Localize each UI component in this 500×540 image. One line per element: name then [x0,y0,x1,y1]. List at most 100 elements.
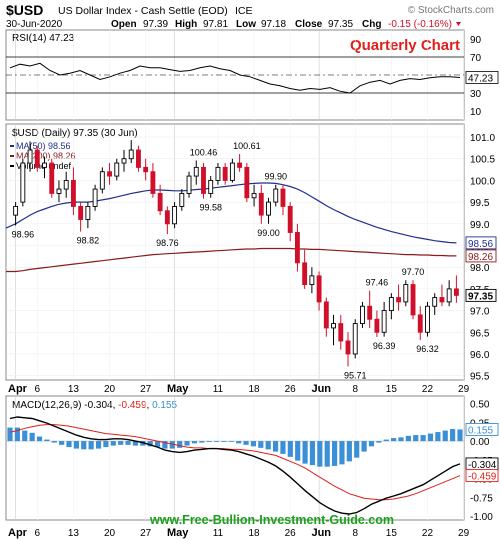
candle [453,275,459,303]
candle-body [425,305,430,333]
macd-marker-box [465,422,499,436]
x-tick-label: 6 [35,384,41,395]
candle-body [352,323,358,355]
candle [27,141,33,172]
macd-marker-value: 0.155 [468,425,493,436]
candle-body [453,288,459,296]
macd-hist-bar [169,441,175,449]
candle [208,176,214,198]
candle [136,145,141,172]
candle [193,160,199,185]
candle-body [410,284,416,316]
price-marker-box [465,288,497,302]
rsi-current-value: 47.23 [468,73,493,84]
x-tick-label: 18 [249,384,261,395]
macd-hist-bar [450,429,456,442]
candle [294,223,300,272]
macd-hist-bar [22,430,28,442]
candle-body [121,158,127,164]
candle-body [70,179,76,207]
macd-tick-label: -1.00 [470,512,493,523]
candle-body [280,188,286,207]
candle [403,280,409,307]
price-data-label: 99.90 [264,172,287,182]
x-tick-label: May [167,527,189,539]
price-marker-value: 98.56 [468,239,493,250]
candle-body [128,149,134,160]
price-tick-label: 100.5 [470,155,495,166]
candle [352,319,358,359]
candle [128,140,134,164]
macd-hist-bar [191,441,198,444]
macd-hist-bar [162,441,168,449]
close-value: 97.35 [328,19,353,30]
candle [432,293,438,315]
legend-label: MA(200) 98.26 [16,151,76,161]
candle [345,332,351,367]
macd-hist-bar [361,441,367,452]
instrument-name: US Dollar Index - Cash Settle (EOD) [58,5,228,17]
open-value: 97.39 [143,19,168,30]
candle [251,184,257,207]
legend-label: MA(50) 98.56 [16,141,71,151]
macd-hist-bar [154,441,161,448]
x-tick-label: 13 [68,384,80,395]
candle [331,314,336,346]
macd-hist-bar [73,441,79,449]
candle [338,314,344,350]
macd-line [9,416,461,515]
price-marker-value: 98.26 [468,252,493,263]
x-tick-label: Apr [8,527,28,539]
low-label: Low [236,19,256,30]
price-tick-label: 97.0 [470,307,490,318]
candle-body [374,318,380,333]
candle-body [287,205,293,233]
watermark: www.Free-Bullion-Investment-Guide.com [149,513,394,527]
candle [78,202,84,232]
price-data-label: 99.00 [257,228,280,238]
high-label: High [175,19,197,30]
candle-body [309,275,315,285]
candle [85,202,91,229]
macd-hist-bar [103,441,109,448]
x-tick-label: 11 [213,528,224,539]
candle-body [323,301,329,329]
candle [150,163,156,198]
candle [164,206,170,235]
candle [367,290,373,328]
candle-body [446,288,452,303]
macd-title-macd: -0.304 [84,400,113,411]
macd-marker-value: -0.304 [468,460,497,471]
macd-hist-bar [243,441,249,445]
candle [237,153,243,172]
candle-body [258,192,264,216]
x-tick-label: 27 [140,384,152,395]
candle-body [215,166,221,181]
macd-hist-bar [346,441,352,462]
candle-body [244,166,250,199]
candle-body [193,166,199,177]
macd-hist-bar [14,427,20,442]
candle [107,163,112,185]
macd-panel [5,395,465,521]
macd-hist-bar [457,429,463,442]
candle-body [179,192,185,207]
candle [157,184,163,216]
candle [410,280,416,320]
x-tick-label: 18 [249,528,261,539]
macd-hist-bar [88,441,94,450]
candle [280,184,286,216]
symbol: $USD [6,2,43,18]
macd-hist-bar [435,432,441,442]
candle-body [186,175,192,194]
chg-value: -0.15 (-0.16%) [388,19,452,30]
macd-hist-bar [110,441,116,446]
macd-hist-bar [36,436,43,442]
price-marker-value: 97.35 [468,291,493,302]
price-data-label: 96.39 [373,341,396,351]
candle-body [302,262,308,285]
price-tick-label: 101.0 [470,133,495,144]
candle [121,150,127,172]
candle [323,297,329,337]
macd-marker-value: -0.459 [468,472,497,483]
